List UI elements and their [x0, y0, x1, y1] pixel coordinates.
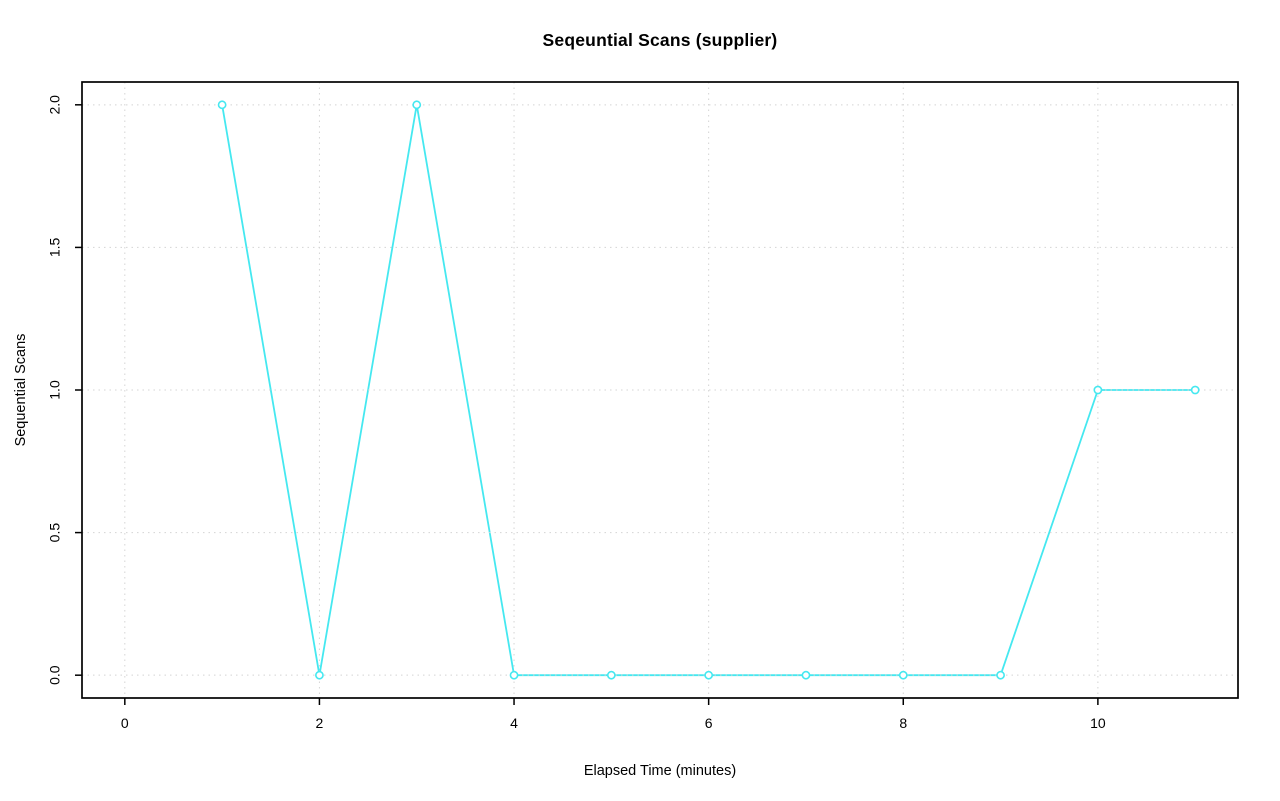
data-point-marker [509, 670, 519, 680]
data-point-marker [704, 670, 714, 680]
x-tick-label: 0 [121, 715, 129, 731]
data-point-marker [315, 670, 324, 680]
x-tick-label: 2 [316, 715, 324, 731]
data-point-marker [1190, 385, 1200, 395]
y-tick-label: 0.5 [47, 523, 63, 543]
x-tick-label: 10 [1090, 715, 1106, 731]
y-axis-title: Sequential Scans [13, 333, 29, 447]
data-point-marker [1093, 385, 1103, 395]
y-tick-label: 1.0 [47, 380, 63, 400]
x-tick-label: 6 [705, 715, 713, 731]
x-axis-title: Elapsed Time (minutes) [583, 763, 737, 779]
y-tick-label: 1.5 [47, 237, 63, 257]
x-tick-label: 4 [510, 715, 518, 731]
y-tick-label: 2.0 [47, 95, 63, 115]
data-point-marker [606, 670, 616, 680]
x-tick-label: 8 [899, 715, 907, 731]
data-point-marker [996, 670, 1005, 680]
data-point-marker [217, 100, 227, 110]
data-point-marker [412, 100, 422, 110]
chart-title: Seqeuntial Scans (supplier) [542, 30, 778, 50]
data-point-marker [801, 670, 811, 680]
data-point-marker [898, 670, 908, 680]
y-tick-label: 0.0 [47, 665, 63, 685]
